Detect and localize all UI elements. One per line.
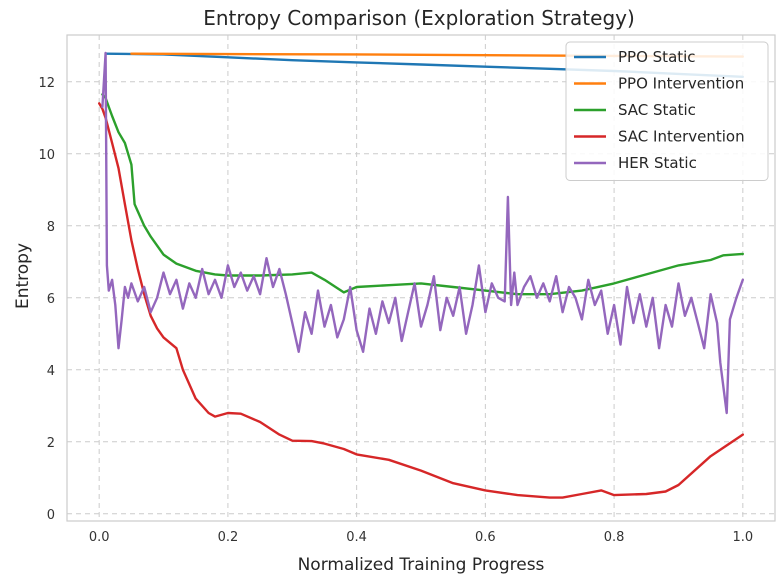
y-axis-ticks: 0 2 4 6 8 10 12 — [38, 76, 55, 523]
y-tick-label: 12 — [38, 76, 55, 91]
legend-label-sac-intervention: SAC Intervention — [618, 128, 745, 146]
y-tick-label: 8 — [47, 220, 55, 235]
legend-label-sac-static: SAC Static — [618, 101, 696, 119]
legend-label-her-static: HER Static — [618, 154, 697, 172]
plot-area-frame — [66, 34, 776, 522]
y-tick-label: 4 — [47, 364, 55, 379]
x-tick-label: 0.4 — [346, 530, 367, 545]
x-tick-label: 1.0 — [732, 530, 753, 545]
y-tick-label: 6 — [47, 292, 55, 307]
legend-box — [565, 41, 769, 181]
chart-title: Entropy Comparison (Exploration Strategy… — [203, 6, 635, 30]
series-line-her-static — [101, 51, 744, 415]
grid-lines — [67, 35, 775, 521]
x-axis-ticks: 0.0 0.2 0.4 0.6 0.8 1.0 — [89, 530, 753, 545]
x-axis-label: Normalized Training Progress — [298, 555, 545, 575]
series-line-sac-intervention — [97, 102, 744, 499]
legend: PPO Static PPO Intervention SAC Static SAC … — [565, 41, 769, 181]
legend-label-ppo-intervention: PPO Intervention — [618, 75, 744, 93]
y-axis-label: Entropy — [13, 243, 33, 309]
series-line-sac-static — [101, 93, 744, 296]
x-tick-label: 0.8 — [604, 530, 625, 545]
y-tick-label: 0 — [47, 508, 55, 523]
x-tick-label: 0.2 — [218, 530, 239, 545]
legend-label-ppo-static: PPO Static — [618, 48, 696, 66]
y-tick-label: 10 — [38, 148, 55, 163]
y-tick-label: 2 — [47, 436, 55, 451]
x-tick-label: 0.6 — [475, 530, 496, 545]
x-tick-label: 0.0 — [89, 530, 110, 545]
